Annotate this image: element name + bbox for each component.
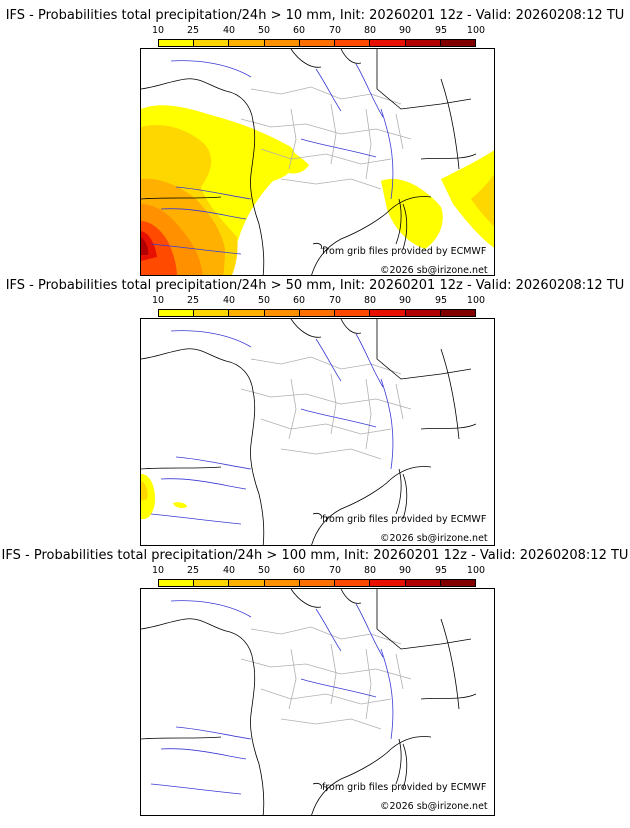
tick-label: 70	[328, 25, 342, 36]
color-bar-segment	[405, 40, 441, 46]
tick-label: 90	[398, 565, 412, 576]
map-graphic	[141, 589, 477, 815]
panel-100mm: IFS - Probabilities total precipitation/…	[0, 548, 630, 816]
tick-label: 100	[466, 295, 486, 306]
tick-label: 60	[292, 25, 306, 36]
tick-label: 90	[398, 295, 412, 306]
probability-map	[140, 48, 495, 276]
color-bar-segment	[229, 40, 265, 46]
color-scale: 10 25 40 50 60 70 80 90 95 100	[152, 565, 485, 594]
tick-label: 95	[434, 25, 448, 36]
color-bar-segment	[370, 310, 406, 316]
color-bar-segment	[194, 310, 230, 316]
color-bar-segment	[159, 580, 195, 586]
coastlines-borders	[141, 49, 477, 275]
tick-label: 95	[434, 295, 448, 306]
panel-50mm: IFS - Probabilities total precipitation/…	[0, 278, 630, 546]
color-bar-segment	[335, 580, 371, 586]
tick-label: 70	[328, 295, 342, 306]
tick-label: 100	[466, 565, 486, 576]
color-bar-segment	[335, 310, 371, 316]
tick-label: 90	[398, 25, 412, 36]
rivers	[150, 60, 394, 255]
panel-title: IFS - Probabilities total precipitation/…	[5, 278, 625, 293]
color-bar	[158, 579, 476, 587]
color-bar	[158, 39, 476, 47]
color-bar-segment	[405, 580, 441, 586]
color-bar-segment	[194, 40, 230, 46]
color-bar-segment	[405, 310, 441, 316]
tick-label: 60	[292, 565, 306, 576]
tick-label: 25	[186, 25, 200, 36]
tick-label: 80	[363, 295, 377, 306]
tick-label: 40	[222, 25, 236, 36]
tick-label: 40	[222, 295, 236, 306]
tick-label: 10	[151, 565, 165, 576]
region-borders	[240, 356, 412, 460]
probability-map	[140, 588, 495, 816]
tick-label: 100	[466, 25, 486, 36]
color-bar-segment	[159, 310, 195, 316]
tick-label: 10	[151, 295, 165, 306]
tick-label: 25	[186, 295, 200, 306]
color-bar-segment	[194, 580, 230, 586]
panel-10mm: IFS - Probabilities total precipitation/…	[0, 8, 630, 276]
color-bar-segment	[440, 40, 475, 46]
rivers	[150, 600, 394, 795]
precip-probability-areas	[141, 474, 187, 519]
tick-label: 80	[363, 25, 377, 36]
panel-title: IFS - Probabilities total precipitation/…	[1, 548, 629, 563]
panel-title: IFS - Probabilities total precipitation/…	[5, 8, 625, 23]
color-scale: 10 25 40 50 60 70 80 90 95 100	[152, 295, 485, 324]
color-bar-segment	[229, 580, 265, 586]
color-bar-segment	[370, 40, 406, 46]
tick-label: 70	[328, 565, 342, 576]
map-graphic	[141, 49, 494, 275]
region-borders	[240, 626, 412, 730]
tick-label: 25	[186, 565, 200, 576]
copyright-credit: ©2026 sb@irizone.net	[380, 265, 488, 276]
color-bar-segment	[229, 310, 265, 316]
source-credit: from grib files provided by ECMWF	[322, 782, 487, 793]
map-graphic	[141, 319, 477, 545]
region-borders	[240, 86, 412, 190]
tick-label: 60	[292, 295, 306, 306]
color-bar-segment	[440, 580, 475, 586]
tick-label: 10	[151, 25, 165, 36]
color-bar	[158, 309, 476, 317]
tick-label: 50	[257, 295, 271, 306]
color-bar-segment	[264, 40, 300, 46]
color-bar-segment	[440, 310, 475, 316]
source-credit: from grib files provided by ECMWF	[322, 514, 487, 525]
color-bar-segment	[335, 40, 371, 46]
coastlines-borders	[141, 589, 477, 815]
source-credit: from grib files provided by ECMWF	[322, 246, 487, 257]
copyright-credit: ©2026 sb@irizone.net	[380, 533, 488, 544]
tick-label: 80	[363, 565, 377, 576]
color-bar-segment	[299, 310, 336, 316]
rivers	[150, 330, 394, 525]
color-bar-segment	[299, 40, 336, 46]
color-scale: 10 25 40 50 60 70 80 90 95 100	[152, 25, 485, 54]
copyright-credit: ©2026 sb@irizone.net	[380, 801, 488, 812]
tick-label: 50	[257, 25, 271, 36]
color-bar-segment	[370, 580, 406, 586]
tick-label: 95	[434, 565, 448, 576]
color-bar-segment	[159, 40, 195, 46]
tick-label: 40	[222, 565, 236, 576]
color-bar-segment	[264, 310, 300, 316]
tick-label: 50	[257, 565, 271, 576]
coastlines-borders	[141, 319, 477, 545]
probability-map	[140, 318, 495, 546]
color-bar-segment	[299, 580, 336, 586]
color-bar-segment	[264, 580, 300, 586]
